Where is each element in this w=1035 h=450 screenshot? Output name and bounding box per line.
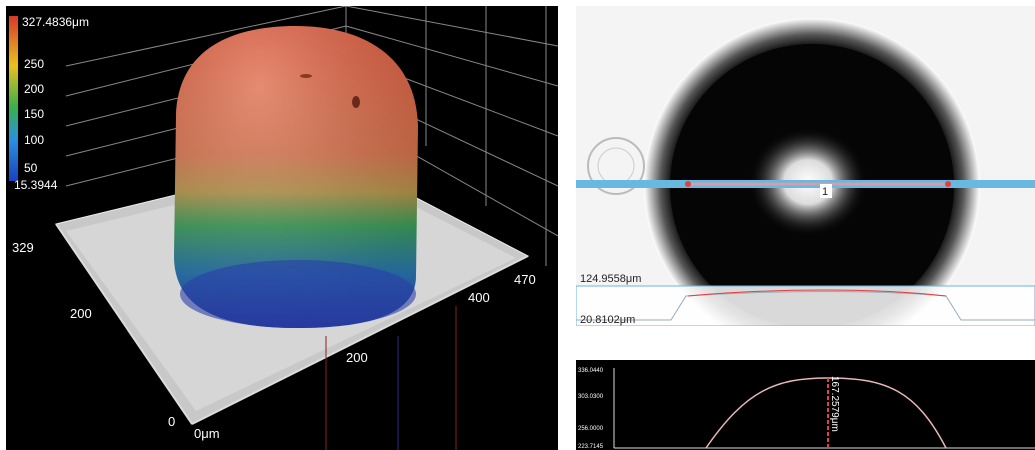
measure-handle-left[interactable] bbox=[685, 181, 691, 187]
measure-marker: 1 bbox=[822, 186, 828, 198]
peak-label: 167.2579μm bbox=[829, 376, 840, 432]
micrograph-view: 1 124.9558μm 20.8102μm bbox=[576, 6, 1035, 326]
measure-handle-right[interactable] bbox=[945, 181, 951, 187]
profile-plot: 336.0440 303.0300 256.0000 223.7145 167.… bbox=[576, 360, 1035, 450]
colorbar-tick-200: 200 bbox=[24, 82, 44, 96]
colorbar-tick-150: 150 bbox=[24, 107, 44, 121]
colorbar bbox=[9, 16, 18, 181]
measure-bottom-label: 20.8102μm bbox=[580, 314, 636, 326]
axis-x-right: 470 bbox=[514, 272, 536, 287]
axis-x-mid: 400 bbox=[468, 290, 490, 305]
axis-y-max: 329 bbox=[12, 240, 34, 255]
micrograph: 1 124.9558μm bbox=[576, 6, 1035, 326]
profile-y-tick-1: 303.0300 bbox=[578, 394, 604, 400]
colorbar-tick-250: 250 bbox=[24, 57, 44, 71]
axis-zero: 0 bbox=[168, 414, 175, 429]
colorbar-tick-50: 50 bbox=[24, 161, 38, 175]
profile-graph: 336.0440 303.0300 256.0000 223.7145 167.… bbox=[576, 360, 1035, 450]
profile-y-tick-0: 336.0440 bbox=[578, 368, 604, 374]
profile-y-tick-2: 256.0000 bbox=[578, 426, 604, 432]
3d-plot: 327.4836μm 250 200 150 100 50 15.3944 32… bbox=[9, 6, 558, 450]
profile-y-tick-3: 223.7145 bbox=[578, 444, 604, 450]
measure-top-label: 124.9558μm bbox=[580, 273, 641, 285]
3d-surface-view: 327.4836μm 250 200 150 100 50 15.3944 32… bbox=[6, 6, 558, 450]
axis-x-low: 200 bbox=[346, 350, 368, 365]
colorbar-tick-100: 100 bbox=[24, 133, 44, 147]
colorbar-min-label: 15.3944 bbox=[14, 178, 58, 192]
colorbar-max-label: 327.4836μm bbox=[22, 15, 89, 29]
axis-origin: 0μm bbox=[194, 426, 220, 441]
axis-y-mid: 200 bbox=[70, 306, 92, 321]
